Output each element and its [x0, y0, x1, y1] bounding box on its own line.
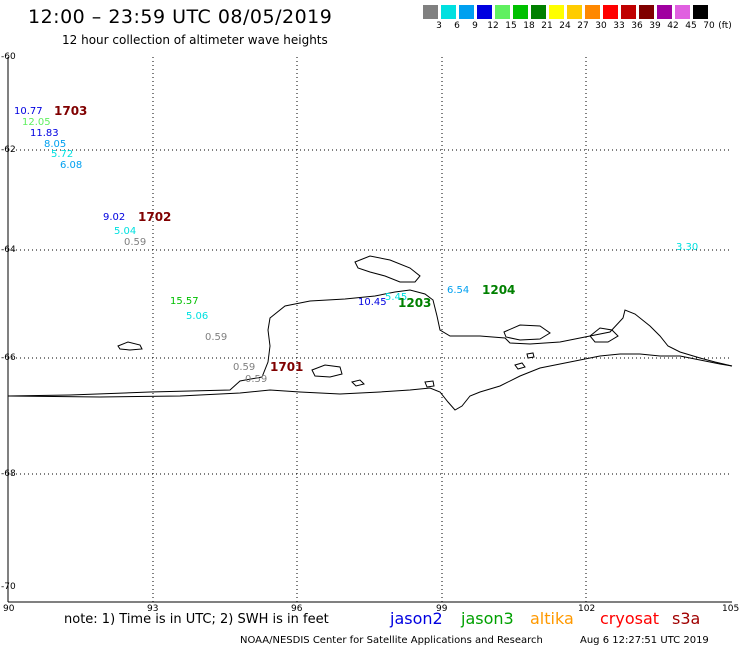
swh-observation: 5.45	[385, 292, 408, 303]
lon-label: 99	[436, 604, 448, 614]
swh-observation: 0.59	[245, 374, 268, 385]
legend-label: 24	[559, 21, 571, 31]
lon-label: 105	[722, 604, 740, 614]
island-small-1	[351, 379, 365, 387]
satellite-legend-s3a: s3a	[672, 609, 701, 628]
lon-label: 90	[3, 604, 15, 614]
legend-label: 3	[436, 21, 442, 31]
map-subtitle: 12 hour collection of altimeter wave hei…	[62, 33, 328, 47]
legend-swatch	[549, 5, 564, 19]
swh-observation: 9.02	[103, 212, 126, 223]
legend-swatch	[423, 5, 438, 19]
legend-label: 70	[703, 21, 715, 31]
swh-observation: 10.77	[14, 106, 43, 117]
swh-observation: 11.83	[30, 128, 59, 139]
lon-label: 102	[578, 604, 596, 614]
island-small-2	[424, 380, 435, 388]
legend-unit: (ft)	[718, 21, 732, 31]
footer-note: note: 1) Time is in UTC; 2) SWH is in fe…	[64, 612, 329, 627]
swh-observation: 5.04	[114, 226, 137, 237]
legend-label: 15	[505, 21, 517, 31]
generation-timestamp: Aug 6 12:27:51 UTC 2019	[580, 635, 709, 646]
legend-swatch	[495, 5, 510, 19]
island-small-3	[514, 362, 526, 370]
legend-swatch	[639, 5, 654, 19]
pass-time-label: 1204	[482, 283, 516, 297]
swh-observation: 8.05	[44, 139, 67, 150]
island-small-4	[526, 352, 535, 359]
legend-swatch	[531, 5, 546, 19]
legend-swatch	[603, 5, 618, 19]
map-frame	[7, 57, 732, 603]
swh-observation: 12.05	[22, 117, 51, 128]
swh-observation: 0.59	[205, 332, 228, 343]
swh-observation: 0.59	[233, 362, 256, 373]
swh-observation: 6.08	[60, 160, 83, 171]
pass-time-label: 1203	[398, 296, 432, 310]
satellite-legend-jason3: jason3	[461, 609, 514, 628]
swh-observation: 3.30	[676, 242, 699, 253]
satellite-legend-jason2: jason2	[390, 609, 443, 628]
graticule	[8, 57, 732, 602]
legend-swatch	[657, 5, 672, 19]
pass-time-label: 1703	[54, 104, 88, 118]
lon-label: 96	[291, 604, 303, 614]
legend-swatch	[477, 5, 492, 19]
island-lake-c	[311, 364, 343, 378]
satellite-legend-altika: altika	[530, 609, 574, 628]
swh-observation: 5.72	[51, 149, 74, 160]
swh-observation: 6.54	[447, 285, 470, 296]
coastline-main	[7, 289, 733, 397]
lat-label: -60	[1, 52, 16, 62]
island-north	[354, 255, 421, 283]
island-lake-a	[503, 324, 551, 341]
legend-label: 9	[472, 21, 478, 31]
legend-swatch	[441, 5, 456, 19]
legend-label: 12	[487, 21, 499, 31]
legend-label: 36	[631, 21, 643, 31]
legend-label: 6	[454, 21, 460, 31]
swh-observation: 0.59	[124, 237, 147, 248]
island-west	[117, 341, 143, 351]
legend-label: 33	[613, 21, 625, 31]
legend-swatch	[459, 5, 474, 19]
antarctic-coastline	[7, 255, 733, 411]
lat-label: -68	[1, 469, 16, 479]
legend-label: 30	[595, 21, 607, 31]
legend-swatch	[585, 5, 600, 19]
swh-observation: 10.45	[358, 297, 387, 308]
swh-observation: 5.06	[186, 311, 209, 322]
pass-time-label: 1701	[270, 360, 304, 374]
coastline-lower	[7, 353, 733, 411]
legend-swatch	[513, 5, 528, 19]
island-lake-b	[589, 327, 619, 343]
lat-label: -66	[1, 353, 16, 363]
legend-label: 42	[667, 21, 679, 31]
legend-swatch	[675, 5, 690, 19]
lat-label: -64	[1, 245, 16, 255]
swh-observation: 15.57	[170, 296, 199, 307]
legend-label: 39	[649, 21, 661, 31]
lat-label: -62	[1, 145, 16, 155]
satellite-legend-cryosat: cryosat	[600, 609, 660, 628]
lon-label: 93	[147, 604, 159, 614]
wave-height-color-legend: 3 6 9 12 15 18 21 24 27 30 33 36 39 42 4…	[0, 0, 740, 34]
legend-swatch	[693, 5, 708, 19]
credit-line: NOAA/NESDIS Center for Satellite Applica…	[240, 635, 543, 646]
legend-label: 45	[685, 21, 697, 31]
pass-time-label: 1702	[138, 210, 172, 224]
legend-swatch	[621, 5, 636, 19]
legend-swatch	[567, 5, 582, 19]
legend-label: 21	[541, 21, 553, 31]
lat-label: -70	[1, 582, 16, 592]
legend-label: 18	[523, 21, 535, 31]
map-title: 12:00 – 23:59 UTC 08/05/2019	[28, 6, 333, 28]
legend-label: 27	[577, 21, 589, 31]
